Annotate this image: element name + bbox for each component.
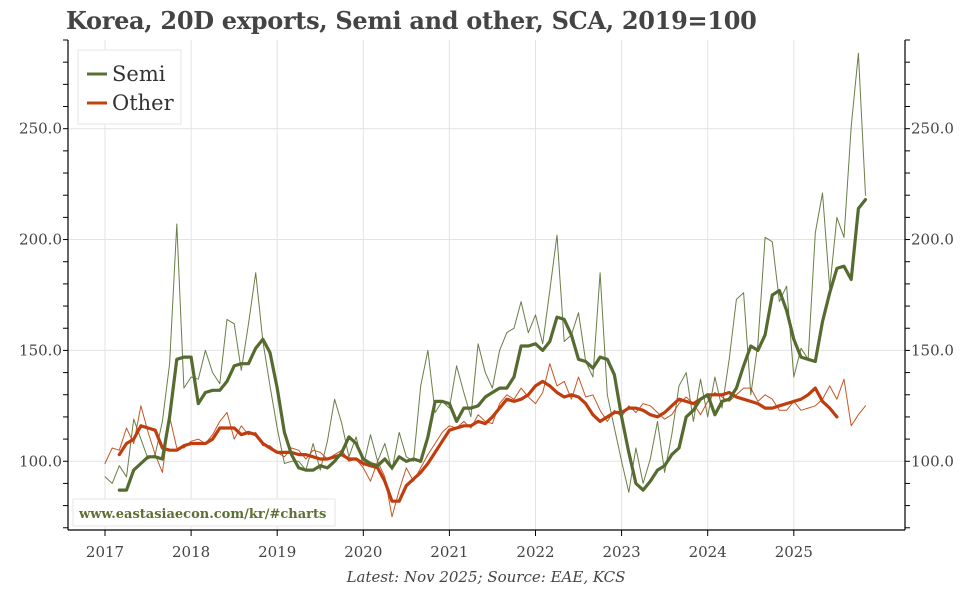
source-note: Latest: Nov 2025; Source: EAE, KCS [346,568,626,586]
series-layer [104,52,868,518]
y-tick-label-left: 250.0 [19,120,62,138]
x-tick-label: 2022 [516,543,554,561]
watermark-box [72,498,336,527]
legend-label-other: Other [112,91,175,115]
y-tick-label-left: 100.0 [19,452,62,470]
series-line-other-3mma [117,379,839,503]
x-tick-label: 2025 [775,543,813,561]
y-tick-label-right: 150.0 [911,341,954,359]
x-tick-label: 2020 [344,543,382,561]
x-tick-label: 2018 [172,543,210,561]
legend-label-semi: Semi [112,62,166,86]
x-tick-label: 2021 [430,543,468,561]
x-tick-label: 2017 [86,543,124,561]
series-line-semi-3mma [117,198,868,492]
x-tick-label: 2024 [689,543,727,561]
x-tick-label: 2019 [258,543,296,561]
watermark: www.eastasiaecon.com/kr/#charts [72,498,336,527]
series-line-semi [104,52,866,493]
y-tick-label-right: 100.0 [911,452,954,470]
legend-box [77,49,182,125]
x-tick-label: 2023 [603,543,641,561]
axes: 100.0 100.0 150.0 150.0 200.0 200.0 250.0 250.0… [19,39,954,561]
watermark-text: www.eastasiaecon.com/kr/#charts [78,507,326,522]
chart-title: Korea, 20D exports, Semi and other, SCA,… [66,6,757,35]
grid [68,40,905,530]
series-line-other [104,363,866,518]
y-tick-label-left: 150.0 [19,341,62,359]
y-tick-label-right: 250.0 [911,120,954,138]
y-tick-label-left: 200.0 [19,231,62,249]
legend: Semi Other [77,49,182,125]
y-tick-label-right: 200.0 [911,231,954,249]
